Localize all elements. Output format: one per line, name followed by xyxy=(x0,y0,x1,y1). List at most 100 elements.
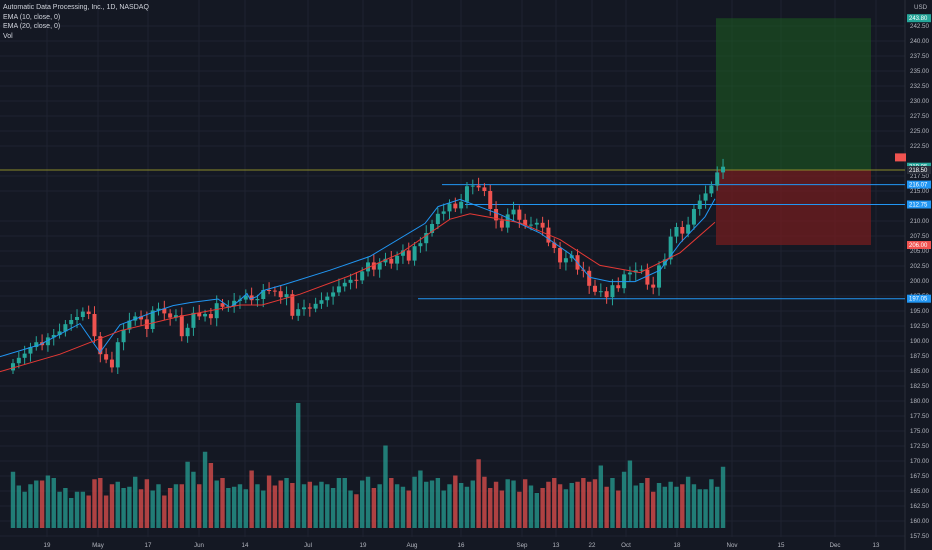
position-zones xyxy=(716,18,871,245)
y-tick-label: 160.00 xyxy=(910,518,929,525)
candle-body xyxy=(662,259,667,266)
volume-bar xyxy=(616,490,621,528)
y-tick-label: 202.50 xyxy=(910,263,929,270)
candle-body xyxy=(22,353,27,358)
volume-bars xyxy=(10,403,726,528)
volume-bar xyxy=(691,484,697,528)
candle-body xyxy=(336,286,341,293)
horizontal-lines xyxy=(0,169,905,300)
volume-bar xyxy=(98,478,103,528)
candle-body xyxy=(697,200,702,209)
indicator-ema20[interactable]: EMA (20, close, 0) xyxy=(3,23,61,30)
volume-bar xyxy=(208,463,214,528)
candle-body xyxy=(488,191,493,209)
x-tick-label: 16 xyxy=(458,542,465,549)
y-tick-label: 185.00 xyxy=(910,368,929,375)
volume-bar xyxy=(522,479,528,528)
volume-bar xyxy=(441,490,446,528)
target-zone xyxy=(716,18,871,171)
candle-body xyxy=(406,250,411,261)
x-tick-label: 15 xyxy=(778,542,785,549)
volume-bar xyxy=(656,483,662,528)
volume-bar xyxy=(610,478,615,528)
candle-body xyxy=(453,203,458,209)
y-tick-label: 207.50 xyxy=(910,233,929,240)
candle-body xyxy=(499,220,504,228)
candle-body xyxy=(616,285,621,289)
x-tick-label: 18 xyxy=(674,542,681,549)
candle-body xyxy=(220,303,225,307)
volume-bar xyxy=(156,484,161,528)
volume-bar xyxy=(179,484,184,528)
price-tag xyxy=(907,241,931,249)
chart-legend: Automatic Data Processing, Inc., 1D, NAS… xyxy=(3,3,149,41)
candle-body xyxy=(598,291,603,293)
candle-body xyxy=(511,209,516,215)
y-tick-label: 170.00 xyxy=(910,458,929,465)
volume-bar xyxy=(336,478,342,528)
candle-body xyxy=(482,187,487,191)
volume-bar xyxy=(284,478,289,528)
candle-body xyxy=(290,294,295,316)
indicator-ema10[interactable]: EMA (10, close, 0) xyxy=(3,13,61,21)
price-axis[interactable]: 242.50 240.00 237.50 235.00 232.50 230.00 227.… xyxy=(910,4,929,540)
volume-bar xyxy=(680,484,685,528)
ema20-line xyxy=(0,213,716,373)
y-tick-label: 227.50 xyxy=(910,113,929,120)
price-tag-text: 206.00 xyxy=(909,243,928,249)
y-tick-label: 182.50 xyxy=(910,383,929,390)
x-tick-label: Dec xyxy=(829,542,840,549)
candle-body xyxy=(680,227,685,234)
volume-bar xyxy=(51,478,56,528)
indicator-volume[interactable]: Vol xyxy=(3,32,13,40)
currency-label: USD xyxy=(914,4,928,11)
volume-bar xyxy=(133,476,138,528)
candle-body xyxy=(261,290,266,299)
volume-bar xyxy=(57,491,62,528)
price-tags: 243.80219.05218.50216.07212.75206.00197.… xyxy=(895,14,931,303)
volume-bar xyxy=(406,490,411,528)
volume-bar xyxy=(162,495,167,528)
candle-body xyxy=(86,311,91,314)
price-tag xyxy=(907,14,931,23)
volume-bar xyxy=(377,484,382,528)
volume-bar xyxy=(103,495,109,528)
candle-body xyxy=(645,269,650,285)
x-tick-label: May xyxy=(92,542,105,549)
candle-body xyxy=(203,314,208,317)
candle-body xyxy=(558,248,563,263)
time-axis[interactable]: 19 May 17 Jun 14 Jul 19 Aug 16 Sep 13 22 Oct 18 Nov 15 D… xyxy=(44,542,880,549)
x-tick-label: Nov xyxy=(726,542,738,549)
volume-bar xyxy=(220,478,225,528)
candle-body xyxy=(98,336,103,355)
volume-bar xyxy=(400,486,406,528)
volume-bar xyxy=(453,475,458,528)
volume-bar xyxy=(365,476,371,528)
y-tick-label: 225.00 xyxy=(910,128,929,135)
x-tick-label: 19 xyxy=(44,542,51,549)
y-tick-label: 215.00 xyxy=(910,188,929,195)
candle-body xyxy=(593,285,597,292)
y-tick-label: 162.50 xyxy=(910,503,929,510)
candle-body xyxy=(517,209,522,220)
chart-title[interactable]: Automatic Data Processing, Inc., 1D, NAS… xyxy=(3,4,149,11)
volume-bar xyxy=(231,486,237,528)
volume-bar xyxy=(493,481,499,528)
candle-body xyxy=(156,308,161,311)
candle-body xyxy=(284,294,289,298)
volume-bar xyxy=(429,480,435,528)
volume-bar xyxy=(639,483,644,528)
price-tag-text: 216.07 xyxy=(909,183,928,189)
volume-bar xyxy=(325,484,330,528)
volume-bar xyxy=(243,489,248,528)
volume-bar xyxy=(278,480,283,528)
volume-bar xyxy=(412,476,417,528)
y-tick-label: 180.00 xyxy=(910,398,929,405)
candle-body xyxy=(232,300,237,307)
x-tick-label: 13 xyxy=(873,542,880,549)
volume-bar xyxy=(720,466,726,528)
candle-body xyxy=(360,271,365,281)
volume-bar xyxy=(74,491,80,528)
candle-body xyxy=(424,233,429,244)
